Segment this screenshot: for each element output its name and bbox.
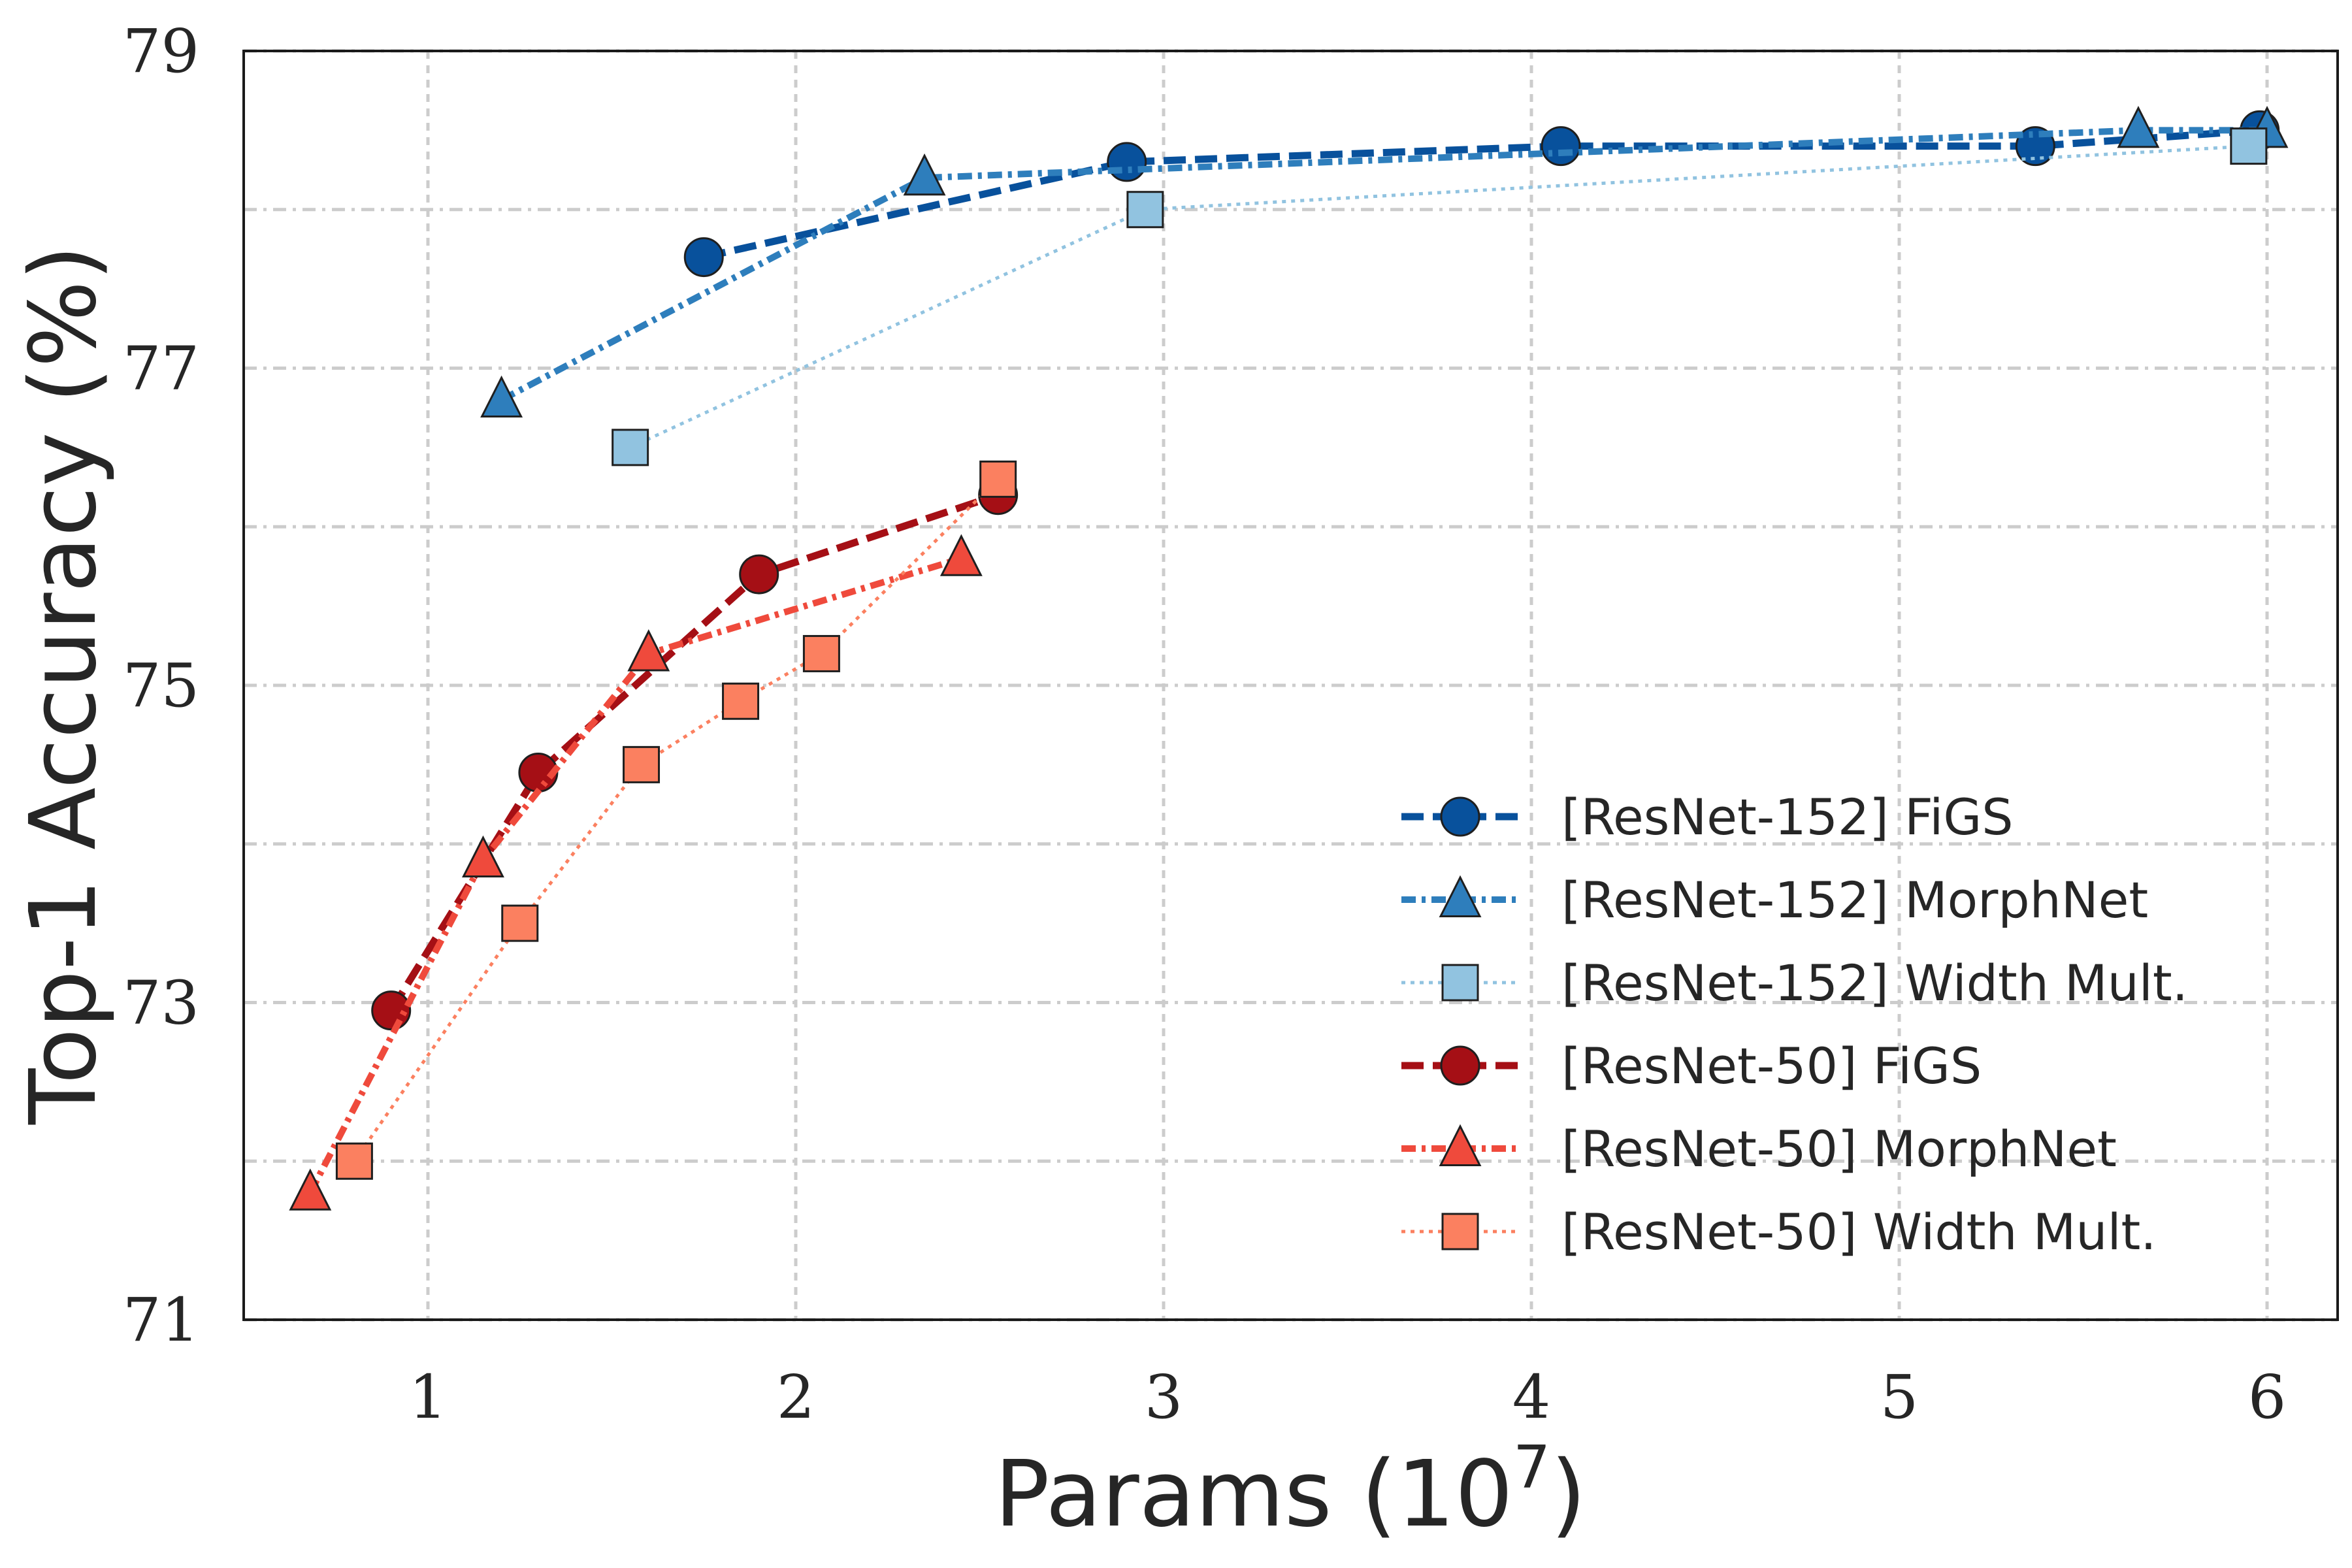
data-point-circle (1541, 126, 1581, 167)
legend-marker-circle (1440, 796, 1480, 837)
data-point-square (501, 904, 539, 942)
plot-frame (242, 50, 2339, 1321)
data-point-square (722, 682, 760, 720)
x-axis-label: Params (107) (994, 1433, 1586, 1548)
data-point-square (2230, 127, 2268, 165)
legend-label: [ResNet-152] FiGS (1561, 788, 2014, 846)
series-group (289, 534, 983, 1211)
data-point-circle (683, 237, 724, 278)
legend-entry: [ResNet-152] MorphNet (1401, 871, 2148, 929)
data-point-triangle (903, 153, 946, 196)
x-axis-label-close: ) (1550, 1441, 1586, 1548)
legend-entry: [ResNet-152] FiGS (1401, 788, 2014, 846)
series-line (307, 555, 962, 1195)
legend-label: [ResNet-152] Width Mult. (1561, 954, 2188, 1012)
y-tick-label: 75 (123, 651, 199, 721)
data-point-square (979, 460, 1017, 498)
data-point-triangle (480, 375, 523, 418)
x-tick-label: 2 (777, 1362, 815, 1432)
legend-entry: [ResNet-152] Width Mult. (1401, 954, 2188, 1012)
data-point-square (802, 634, 840, 672)
legend-entry: [ResNet-50] FiGS (1401, 1037, 1982, 1095)
data-point-square (623, 745, 661, 783)
legend-marker-circle (1440, 1045, 1480, 1086)
x-axis-label-exponent: 7 (1513, 1433, 1550, 1502)
series-line (353, 478, 1000, 1162)
data-point-square (1126, 191, 1164, 229)
x-tick-label: 6 (2248, 1362, 2287, 1432)
legend-label: [ResNet-152] MorphNet (1561, 871, 2148, 929)
legend-label: [ResNet-50] MorphNet (1561, 1120, 2117, 1178)
x-tick-label: 5 (1880, 1362, 1919, 1432)
legend: [ResNet-152] FiGS [ResNet-152] MorphNet [R… (1401, 788, 2188, 1261)
data-series (289, 106, 2289, 1211)
data-point-circle (371, 990, 412, 1031)
y-tick-label: 73 (123, 968, 199, 1038)
series-line (500, 127, 2267, 403)
x-tick-label: 1 (409, 1362, 448, 1432)
legend-marker-triangle (1439, 875, 1482, 917)
data-point-circle (739, 554, 779, 595)
legend-marker-square (1441, 964, 1479, 1002)
series-group (335, 460, 1017, 1180)
legend-marker-square (1441, 1213, 1479, 1250)
data-point-circle (1107, 142, 1147, 182)
data-point-triangle (939, 534, 983, 576)
data-point-square (612, 429, 649, 466)
data-point-triangle (2117, 106, 2160, 148)
legend-marker-triangle (1439, 1124, 1482, 1166)
series-group (480, 106, 2289, 418)
x-axis-label-base: Params (10 (994, 1441, 1513, 1548)
data-point-square (335, 1142, 373, 1180)
y-tick-label: 71 (123, 1285, 199, 1355)
y-tick-label: 79 (123, 16, 199, 86)
y-axis-label: Top-1 Accuracy (%) (10, 245, 117, 1125)
x-tick-label: 4 (1512, 1362, 1551, 1432)
data-point-triangle (462, 835, 504, 878)
legend-entry: [ResNet-50] MorphNet (1401, 1120, 2117, 1178)
x-tick-label: 3 (1145, 1362, 1183, 1432)
data-point-triangle (289, 1168, 332, 1211)
series-group (612, 127, 2268, 466)
legend-entry: [ResNet-50] Width Mult. (1401, 1203, 2157, 1261)
y-tick-label: 77 (123, 334, 199, 404)
legend-label: [ResNet-50] FiGS (1561, 1037, 1982, 1095)
data-point-triangle (627, 629, 670, 672)
tick-labels: 1 2 3 4 5 6 71 73 75 77 79 (123, 16, 2286, 1432)
legend-label: [ResNet-50] Width Mult. (1561, 1203, 2157, 1261)
